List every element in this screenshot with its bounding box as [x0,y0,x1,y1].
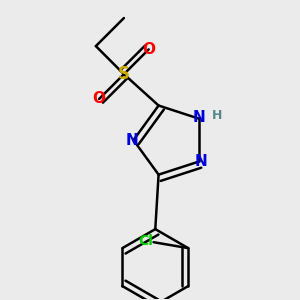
Text: O: O [142,42,155,57]
Text: H: H [212,109,223,122]
Text: O: O [93,92,106,106]
Text: S: S [118,65,130,83]
Text: N: N [193,110,206,124]
Text: Cl: Cl [138,233,153,248]
Text: N: N [194,154,207,169]
Text: N: N [125,133,138,148]
